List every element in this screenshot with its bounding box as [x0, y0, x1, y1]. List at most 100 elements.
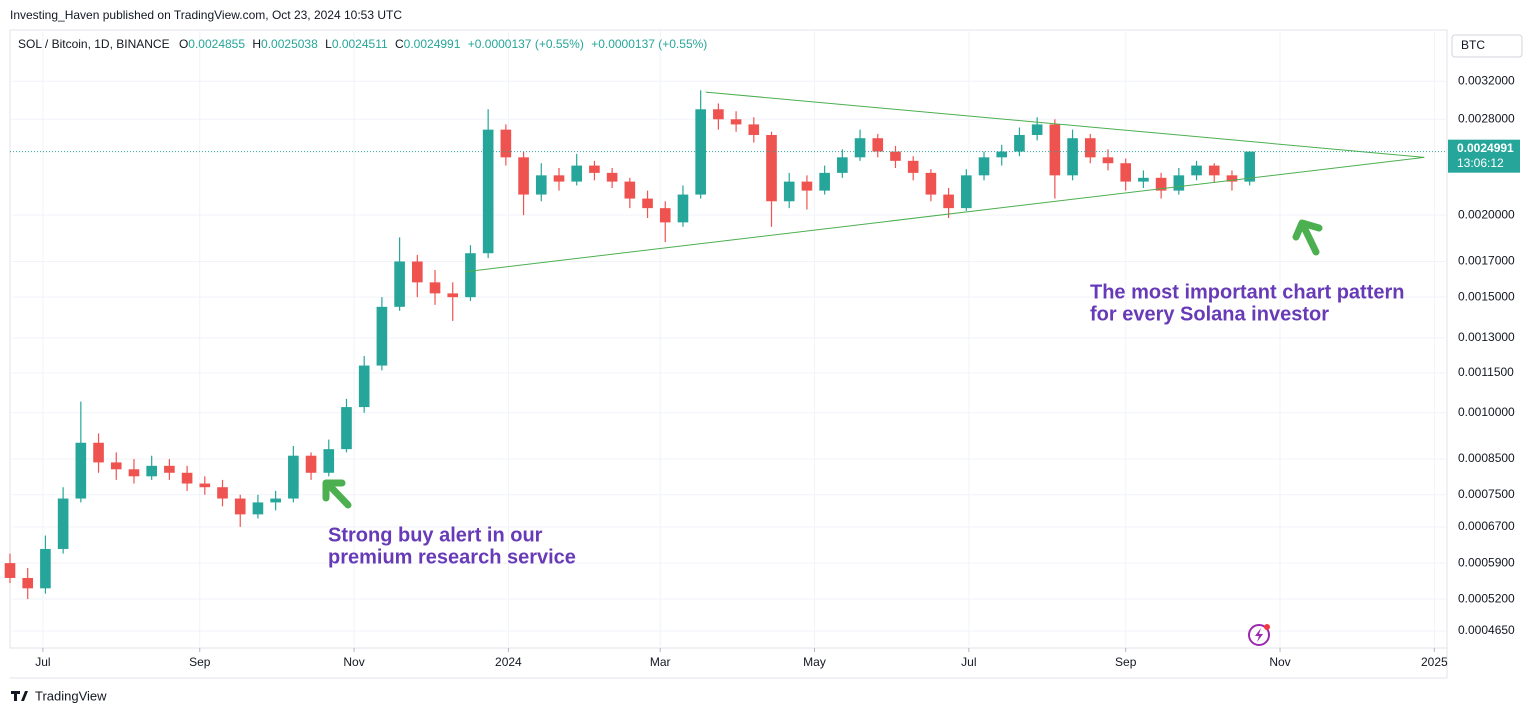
candle-body — [217, 487, 228, 499]
y-tick-label: 0.0017000 — [1458, 254, 1515, 268]
candle-body — [482, 129, 494, 254]
y-tick-label: 0.0015000 — [1458, 289, 1515, 303]
annotation: Strong buy alert in our — [328, 524, 543, 546]
y-tick-label: 0.0004650 — [1458, 623, 1515, 637]
candle-body — [872, 138, 884, 152]
candle-body — [943, 194, 954, 209]
y-tick-label: 0.0010000 — [1458, 405, 1515, 419]
candle-body — [642, 198, 653, 209]
candle-body — [40, 548, 51, 589]
ohlc-value: 0.0024511 — [332, 37, 388, 51]
x-tick-label: 2024 — [495, 655, 522, 669]
candle-body — [22, 577, 34, 589]
arrow — [322, 479, 352, 509]
trendline — [705, 91, 1425, 158]
ohlc-value: 0.0024991 — [404, 37, 461, 51]
candle-body — [447, 293, 459, 298]
y-tick-label: 0.0028000 — [1458, 111, 1515, 125]
candle-body — [1031, 124, 1043, 135]
candle-body — [553, 175, 565, 182]
y-tick-label: 0.0007500 — [1458, 487, 1515, 501]
lightning-icon[interactable] — [1248, 624, 1270, 646]
candle-body — [305, 455, 317, 473]
candle-body — [465, 253, 476, 298]
symbol: SOL / Bitcoin, 1D, BINANCE — [18, 37, 170, 51]
x-tick-label: Sep — [189, 655, 211, 669]
candle-body — [996, 151, 1008, 158]
x-tick-label: Jul — [35, 655, 50, 669]
candle-body — [535, 175, 547, 195]
ohlc-value: 0.0025038 — [261, 37, 318, 51]
y-tick-label: 0.0032000 — [1458, 73, 1515, 87]
x-tick-label: Sep — [1115, 655, 1137, 669]
candle-body — [1138, 177, 1149, 182]
candle-body — [1173, 175, 1185, 191]
annotation: premium research service — [328, 546, 576, 568]
x-tick-label: Jul — [961, 655, 976, 669]
candle-body — [323, 449, 335, 473]
candle-body — [234, 498, 246, 515]
candle-body — [1014, 134, 1025, 152]
ohlc-key: L — [325, 37, 332, 51]
candle-body — [146, 465, 157, 477]
ohlc-value: 0.0024855 — [188, 37, 245, 51]
candle-body — [925, 172, 937, 195]
candle-body — [181, 472, 193, 484]
x-tick-label: Nov — [1269, 655, 1290, 669]
candle-body — [394, 261, 405, 307]
last-price-box — [1448, 139, 1520, 173]
candle-body — [75, 442, 87, 499]
currency: BTC — [1461, 38, 1485, 52]
candle-body — [589, 165, 600, 173]
candle-body — [677, 194, 689, 223]
candle-body — [730, 119, 742, 125]
legend: SOL / Bitcoin, 1D, BINANCE O0.0024855 H0… — [18, 37, 707, 51]
candle-body — [890, 151, 901, 161]
candle-body — [1226, 175, 1238, 182]
candle-body — [1084, 138, 1096, 158]
ohlc-key: C — [395, 37, 404, 51]
change: +0.0000137 (+0.55%) — [468, 37, 584, 51]
candle-body — [164, 465, 175, 473]
candle-body — [199, 483, 211, 488]
plot-frame — [9, 29, 1448, 649]
ohlc-key: O — [179, 37, 188, 51]
candle-body — [1208, 165, 1220, 176]
arrow — [1292, 219, 1323, 256]
x-tick-label: Mar — [650, 655, 671, 669]
candle-body — [978, 157, 990, 176]
publisher: Investing_Haven published on TradingView… — [10, 8, 402, 22]
footer-brand: TradingView — [35, 688, 107, 703]
y-tick-label: 0.0008500 — [1458, 451, 1515, 465]
x-tick-label: Nov — [343, 655, 364, 669]
candle-body — [571, 165, 583, 182]
candle-body — [766, 134, 777, 202]
candle-body — [358, 365, 370, 408]
trendline — [465, 156, 1425, 273]
candle-body — [1191, 165, 1202, 176]
candle-body — [837, 157, 848, 173]
annotation: The most important chart pattern — [1090, 281, 1404, 303]
candle-body — [748, 124, 760, 135]
candle-body — [854, 138, 866, 158]
candle-body — [500, 129, 512, 158]
candle-body — [659, 208, 671, 223]
candle-body — [783, 181, 795, 202]
candle-body — [1102, 157, 1114, 164]
y-tick-label: 0.0005200 — [1458, 591, 1515, 605]
currency-box[interactable] — [1451, 34, 1523, 58]
x-tick-label: May — [803, 655, 826, 669]
candle-body — [288, 455, 299, 499]
y-tick-label: 0.0013000 — [1458, 330, 1515, 344]
candle-body — [412, 261, 423, 283]
candle-body — [907, 160, 919, 173]
candle-body — [270, 498, 281, 503]
candle-body — [429, 282, 441, 294]
change: +0.0000137 (+0.55%) — [591, 37, 707, 51]
candle-body — [110, 462, 122, 470]
candle-body — [4, 563, 16, 578]
y-tick-label: 0.0006700 — [1458, 519, 1515, 533]
y-tick-label: 0.0020000 — [1458, 207, 1515, 221]
